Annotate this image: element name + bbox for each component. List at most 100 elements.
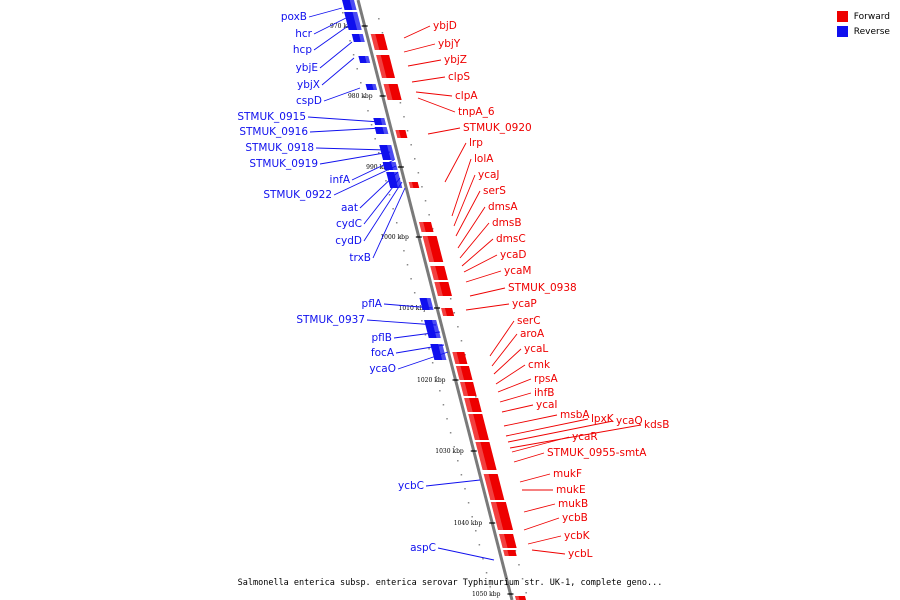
forward-gene-label[interactable]: cmk <box>528 359 551 371</box>
dot-mark <box>464 488 466 490</box>
reverse-gene-label[interactable]: hcr <box>295 28 312 40</box>
forward-gene-label[interactable]: ybjD <box>433 20 457 32</box>
reverse-gene-label[interactable]: ybjE <box>296 62 318 74</box>
forward-gene-label[interactable]: ycaP <box>512 298 537 310</box>
reverse-gene-label[interactable]: pflB <box>372 332 392 344</box>
dot-mark <box>378 152 380 154</box>
forward-gene-label[interactable]: mukB <box>558 498 588 510</box>
dot-mark <box>478 544 481 546</box>
reverse-gene-block <box>365 84 378 90</box>
forward-gene-label[interactable]: dmsC <box>496 233 526 245</box>
gene-highlight <box>464 398 473 412</box>
reverse-gene-label[interactable]: cydD <box>335 235 362 247</box>
reverse-leader-line <box>395 344 445 354</box>
forward-gene-block <box>503 550 517 556</box>
reverse-gene-label[interactable]: cspD <box>296 95 322 107</box>
forward-leader-line <box>465 303 510 311</box>
forward-gene-label[interactable]: mukF <box>553 468 582 480</box>
dot-mark <box>403 116 405 118</box>
forward-gene-block <box>422 236 444 262</box>
forward-gene-label[interactable]: msbA <box>560 409 590 421</box>
forward-gene-label[interactable]: ycbB <box>562 512 588 524</box>
forward-leader-line <box>501 404 534 413</box>
forward-leader-line <box>511 436 570 453</box>
gene-label-layer: poxB hcr hcp ybjE ybjX cspD STMUK_0915 STMUK_09… <box>237 11 669 560</box>
forward-leader-line <box>459 222 490 259</box>
forward-gene-label[interactable]: rpsA <box>534 373 558 385</box>
forward-gene-block <box>464 398 482 412</box>
reverse-gene-label[interactable]: STMUK_0937 <box>296 314 365 326</box>
forward-gene-label[interactable]: ycbK <box>564 530 591 542</box>
reverse-gene-label[interactable]: STMUK_0916 <box>239 126 308 138</box>
forward-gene-label[interactable]: tnpA_6 <box>458 106 495 118</box>
dot-mark <box>406 264 409 266</box>
reverse-leader-line <box>313 25 349 51</box>
forward-gene-block <box>490 502 514 530</box>
gene-highlight <box>383 84 393 100</box>
reverse-gene-label[interactable]: hcp <box>293 44 312 56</box>
forward-gene-label[interactable]: STMUK_0955-smtA <box>547 447 647 459</box>
dot-mark <box>342 12 344 14</box>
reverse-gene-label[interactable]: STMUK_0922 <box>263 189 332 201</box>
reverse-gene-label[interactable]: trxB <box>349 252 371 264</box>
forward-gene-label[interactable]: ycaI <box>536 399 558 411</box>
gene-highlight <box>430 266 439 280</box>
forward-leader-line <box>503 414 558 427</box>
reverse-gene-label[interactable]: aat <box>341 202 358 214</box>
gene-highlight <box>452 352 460 364</box>
forward-gene-label[interactable]: mukE <box>556 484 586 496</box>
forward-gene-label[interactable]: ycaQ <box>616 415 643 427</box>
forward-gene-label[interactable]: aroA <box>520 328 545 340</box>
reverse-gene-label[interactable]: pflA <box>362 298 383 310</box>
forward-leader-line <box>451 158 472 217</box>
dot-mark <box>471 516 473 518</box>
gene-highlight <box>372 84 378 90</box>
forward-gene-label[interactable]: ycaM <box>504 265 531 277</box>
gene-highlight <box>376 55 387 78</box>
forward-leader-line <box>407 59 442 67</box>
forward-gene-label[interactable]: lolA <box>474 153 494 165</box>
forward-gene-label[interactable]: clpS <box>448 71 470 83</box>
reverse-gene-label[interactable]: infA <box>330 174 351 186</box>
reverse-gene-label[interactable]: cydC <box>336 218 362 230</box>
reverse-gene-label[interactable]: ycaO <box>369 363 396 375</box>
reverse-leader-line <box>319 41 353 69</box>
forward-gene-block <box>499 534 517 548</box>
legend-item-reverse: Reverse <box>836 24 890 39</box>
reverse-gene-block <box>342 0 357 10</box>
gene-highlight <box>382 127 389 134</box>
forward-gene-block <box>441 308 455 316</box>
forward-gene-label[interactable]: ybjY <box>438 38 461 50</box>
reverse-gene-label[interactable]: focA <box>371 347 395 359</box>
forward-gene-label[interactable]: ybjZ <box>444 54 467 66</box>
reverse-gene-label[interactable]: STMUK_0915 <box>237 111 306 123</box>
reverse-gene-label[interactable]: STMUK_0918 <box>245 142 314 154</box>
forward-gene-label[interactable]: dmsB <box>492 217 522 229</box>
forward-gene-label[interactable]: ihfB <box>534 387 554 399</box>
forward-gene-label[interactable]: ycaD <box>500 249 527 261</box>
forward-gene-label[interactable]: ycaL <box>524 343 548 355</box>
forward-gene-label[interactable]: STMUK_0920 <box>463 122 532 134</box>
reverse-gene-label[interactable]: ycbC <box>398 480 424 492</box>
legend-item-forward: Forward <box>836 9 890 24</box>
gene-highlight <box>503 550 509 556</box>
forward-gene-label[interactable]: kdsB <box>644 419 669 431</box>
forward-gene-label[interactable]: lrp <box>469 137 483 149</box>
forward-gene-label[interactable]: serC <box>517 315 541 327</box>
forward-gene-label[interactable]: STMUK_0938 <box>508 282 577 294</box>
dot-mark <box>399 236 402 238</box>
reverse-gene-label[interactable]: STMUK_0919 <box>249 158 318 170</box>
gene-highlight <box>438 344 447 360</box>
tick-label: 1030 kbp <box>435 448 464 455</box>
forward-gene-label[interactable]: dmsA <box>488 201 518 213</box>
forward-gene-label[interactable]: clpA <box>455 90 478 102</box>
forward-gene-label[interactable]: ycaJ <box>478 169 500 181</box>
forward-gene-label[interactable]: lpxK <box>591 413 615 425</box>
forward-gene-label[interactable]: ycaR <box>572 431 598 443</box>
reverse-gene-label[interactable]: poxB <box>281 11 307 23</box>
forward-gene-label[interactable]: serS <box>483 185 506 197</box>
reverse-gene-label[interactable]: ybjX <box>297 79 320 91</box>
forward-gene-block <box>370 34 388 50</box>
reverse-gene-label[interactable]: aspC <box>410 542 436 554</box>
forward-gene-label[interactable]: ycbL <box>568 548 593 560</box>
